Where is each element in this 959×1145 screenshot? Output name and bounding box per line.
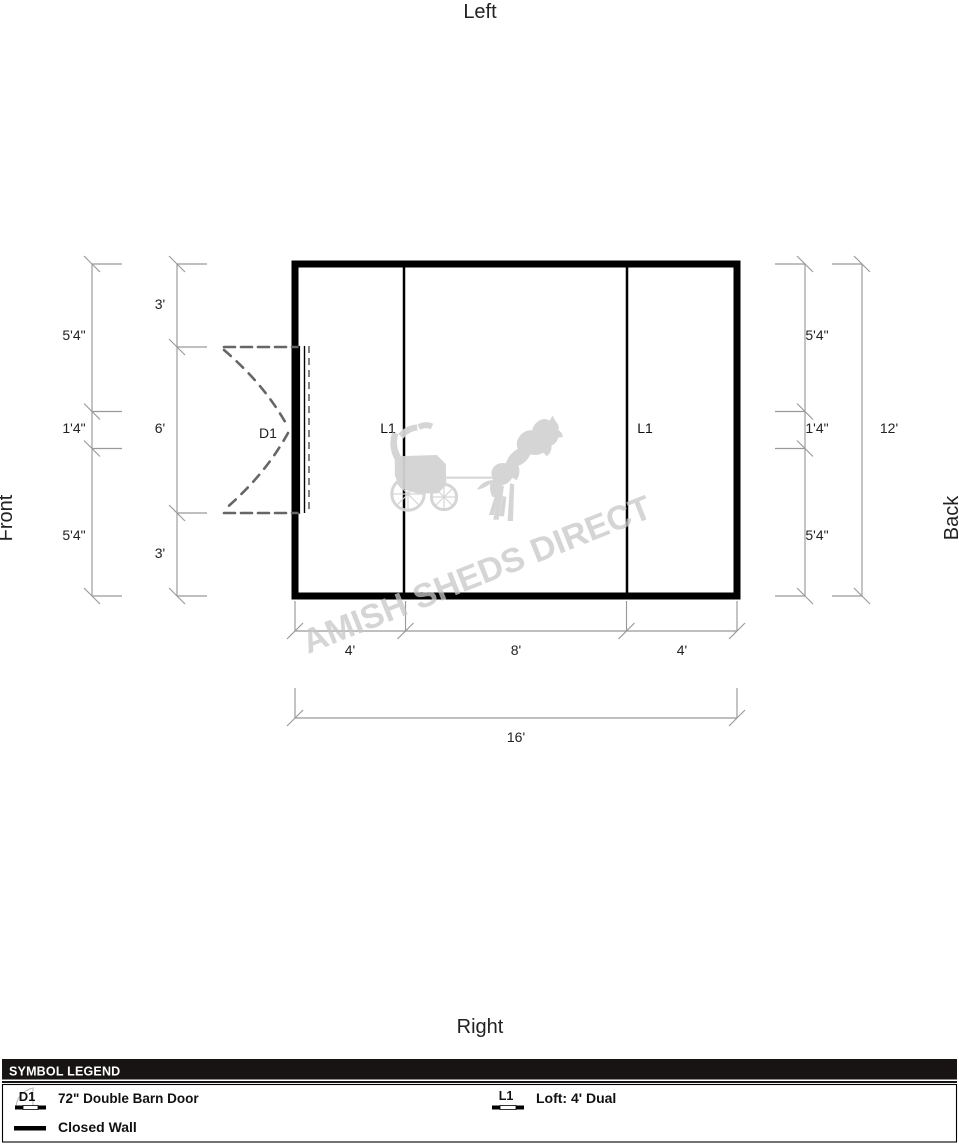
svg-text:1'4": 1'4"	[62, 420, 85, 436]
svg-text:1'4": 1'4"	[805, 420, 828, 436]
svg-text:12': 12'	[880, 420, 898, 436]
svg-text:5'4": 5'4"	[805, 327, 828, 343]
svg-text:8': 8'	[511, 642, 521, 658]
svg-text:3': 3'	[155, 296, 165, 312]
svg-text:AMISH SHEDS DIRECT: AMISH SHEDS DIRECT	[297, 488, 657, 661]
svg-text:16': 16'	[507, 729, 525, 745]
svg-text:4': 4'	[677, 642, 687, 658]
svg-text:3': 3'	[155, 545, 165, 561]
svg-text:Front: Front	[0, 494, 17, 541]
svg-text:5'4": 5'4"	[62, 327, 85, 343]
svg-text:5'4": 5'4"	[62, 527, 85, 543]
svg-text:D1: D1	[259, 425, 277, 441]
svg-text:5'4": 5'4"	[805, 527, 828, 543]
svg-text:Right: Right	[457, 1016, 504, 1038]
svg-text:D1: D1	[19, 1089, 36, 1104]
svg-text:Back: Back	[941, 495, 959, 540]
svg-text:L1: L1	[499, 1089, 514, 1103]
svg-text:Loft: 4' Dual: Loft: 4' Dual	[536, 1090, 616, 1106]
svg-text:72" Double Barn Door: 72" Double Barn Door	[58, 1091, 199, 1106]
svg-text:6': 6'	[155, 420, 165, 436]
svg-text:Closed Wall: Closed Wall	[58, 1119, 137, 1135]
svg-text:L1: L1	[637, 420, 653, 436]
svg-text:SYMBOL LEGEND: SYMBOL LEGEND	[9, 1065, 120, 1079]
svg-text:Left: Left	[463, 1, 497, 23]
